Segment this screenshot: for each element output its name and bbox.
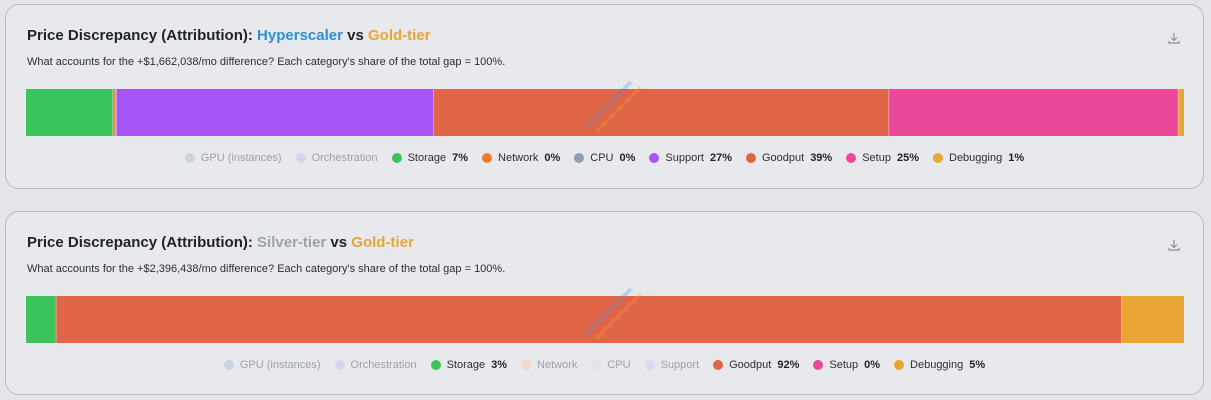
legend-item-storage[interactable]: Storage 7% — [391, 152, 469, 164]
legend-percent: 0% — [619, 152, 636, 164]
legend-label: Network — [537, 359, 578, 371]
entity-b-label: Gold-tier — [351, 234, 414, 251]
attribution-card-silver-vs-gold: Price Discrepancy (Attribution): Silver-… — [5, 211, 1204, 395]
legend-item-setup[interactable]: Setup 0% — [813, 359, 880, 371]
legend-percent: 27% — [709, 152, 732, 164]
bar-segment-cpu[interactable] — [115, 89, 117, 136]
bar-segment-setup[interactable] — [888, 89, 1179, 136]
legend-label: CPU — [607, 359, 631, 371]
vs-label: vs — [347, 27, 364, 44]
legend-label: CPU — [590, 152, 614, 164]
legend-label: Network — [498, 152, 539, 164]
legend-label: GPU (instances) — [200, 152, 282, 164]
legend-percent: 92% — [777, 359, 800, 371]
legend-swatch — [846, 153, 857, 163]
legend-item-network[interactable]: Network — [521, 359, 577, 371]
bar-segment-network[interactable] — [112, 89, 116, 136]
legend-item-gpu-instances[interactable]: GPU (instances) — [184, 152, 282, 164]
legend-swatch — [649, 153, 660, 163]
legend-swatch — [574, 153, 585, 163]
legend-item-cpu[interactable]: CPU — [591, 359, 631, 371]
chart-legend: GPU (instances) Orchestration Storage 3% Net… — [6, 359, 1203, 371]
legend-label: Storage — [407, 152, 447, 164]
legend-item-goodput[interactable]: Goodput 39% — [745, 152, 833, 164]
legend-swatch — [295, 153, 306, 163]
legend-swatch — [894, 360, 905, 370]
legend-item-orchestration[interactable]: Orchestration — [295, 152, 378, 164]
entity-a-label: Hyperscaler — [257, 27, 343, 44]
legend-label: Goodput — [729, 359, 772, 371]
legend-percent: 1% — [1008, 152, 1025, 164]
chart-title: Price Discrepancy (Attribution): Silver-… — [27, 234, 414, 251]
download-icon[interactable] — [1167, 238, 1181, 252]
chart-title: Price Discrepancy (Attribution): Hypersc… — [27, 27, 430, 44]
legend-swatch — [482, 153, 493, 163]
legend-label: Storage — [446, 359, 486, 371]
legend-percent: 7% — [452, 152, 469, 164]
legend-label: Setup — [829, 359, 859, 371]
entity-b-label: Gold-tier — [367, 27, 431, 44]
legend-percent: 0% — [864, 359, 881, 371]
legend-percent: 0% — [544, 152, 561, 164]
legend-label: Orchestration — [350, 359, 417, 371]
title-prefix: Price Discrepancy (Attribution): — [27, 27, 253, 44]
legend-label: Debugging — [910, 359, 964, 371]
legend-label: Support — [660, 359, 700, 371]
legend-swatch — [713, 360, 724, 370]
legend-swatch — [644, 360, 655, 370]
legend-label: GPU (instances) — [239, 359, 321, 371]
legend-item-setup[interactable]: Setup 25% — [846, 152, 919, 164]
legend-item-support[interactable]: Support — [644, 359, 700, 371]
legend-swatch — [591, 360, 602, 370]
stacked-bar — [26, 296, 1184, 343]
bar-segment-goodput[interactable] — [56, 296, 1122, 343]
legend-label: Setup — [862, 152, 891, 164]
chart-legend: GPU (instances) Orchestration Storage 7% Net… — [6, 152, 1203, 164]
legend-item-debugging[interactable]: Debugging 1% — [933, 152, 1024, 164]
legend-item-support[interactable]: Support 27% — [649, 152, 732, 164]
legend-item-goodput[interactable]: Goodput 92% — [713, 359, 799, 371]
bar-segment-debugging[interactable] — [1121, 296, 1184, 343]
legend-label: Debugging — [949, 152, 1003, 164]
bar-segment-debugging[interactable] — [1178, 89, 1184, 136]
legend-label: Support — [665, 152, 704, 164]
title-prefix: Price Discrepancy (Attribution): — [27, 234, 253, 251]
legend-swatch — [391, 153, 402, 163]
bar-segment-storage[interactable] — [26, 296, 57, 343]
chart-subtitle: What accounts for the +$2,396,438/mo dif… — [27, 263, 506, 275]
stacked-bar-svg — [26, 89, 1184, 136]
legend-percent: 39% — [810, 152, 833, 164]
chart-subtitle: What accounts for the +$1,662,038/mo dif… — [27, 56, 506, 68]
legend-item-orchestration[interactable]: Orchestration — [334, 359, 417, 371]
stacked-bar — [26, 89, 1184, 136]
legend-swatch — [223, 360, 234, 370]
legend-swatch — [334, 360, 345, 370]
bar-segment-support[interactable] — [116, 89, 434, 136]
legend-item-network[interactable]: Network 0% — [482, 152, 560, 164]
download-icon[interactable] — [1167, 31, 1181, 45]
vs-label: vs — [330, 234, 348, 251]
legend-item-cpu[interactable]: CPU 0% — [574, 152, 635, 164]
legend-swatch — [521, 360, 532, 370]
legend-percent: 5% — [969, 359, 986, 371]
legend-item-gpu-instances[interactable]: GPU (instances) — [223, 359, 321, 371]
legend-percent: 3% — [491, 359, 508, 371]
bar-segment-goodput[interactable] — [433, 89, 889, 136]
legend-swatch — [745, 153, 756, 163]
legend-item-storage[interactable]: Storage 3% — [430, 359, 508, 371]
attribution-card-hyperscaler-vs-gold: Price Discrepancy (Attribution): Hypersc… — [5, 4, 1204, 189]
legend-swatch — [184, 153, 195, 163]
stacked-bar-svg — [26, 296, 1184, 343]
legend-item-debugging[interactable]: Debugging 5% — [894, 359, 985, 371]
legend-percent: 25% — [896, 152, 919, 164]
entity-a-label: Silver-tier — [257, 234, 327, 251]
bar-segment-storage[interactable] — [26, 89, 113, 136]
legend-swatch — [813, 360, 824, 370]
legend-swatch — [430, 360, 441, 370]
legend-label: Goodput — [761, 152, 805, 164]
legend-label: Orchestration — [311, 152, 378, 164]
legend-swatch — [933, 153, 943, 163]
